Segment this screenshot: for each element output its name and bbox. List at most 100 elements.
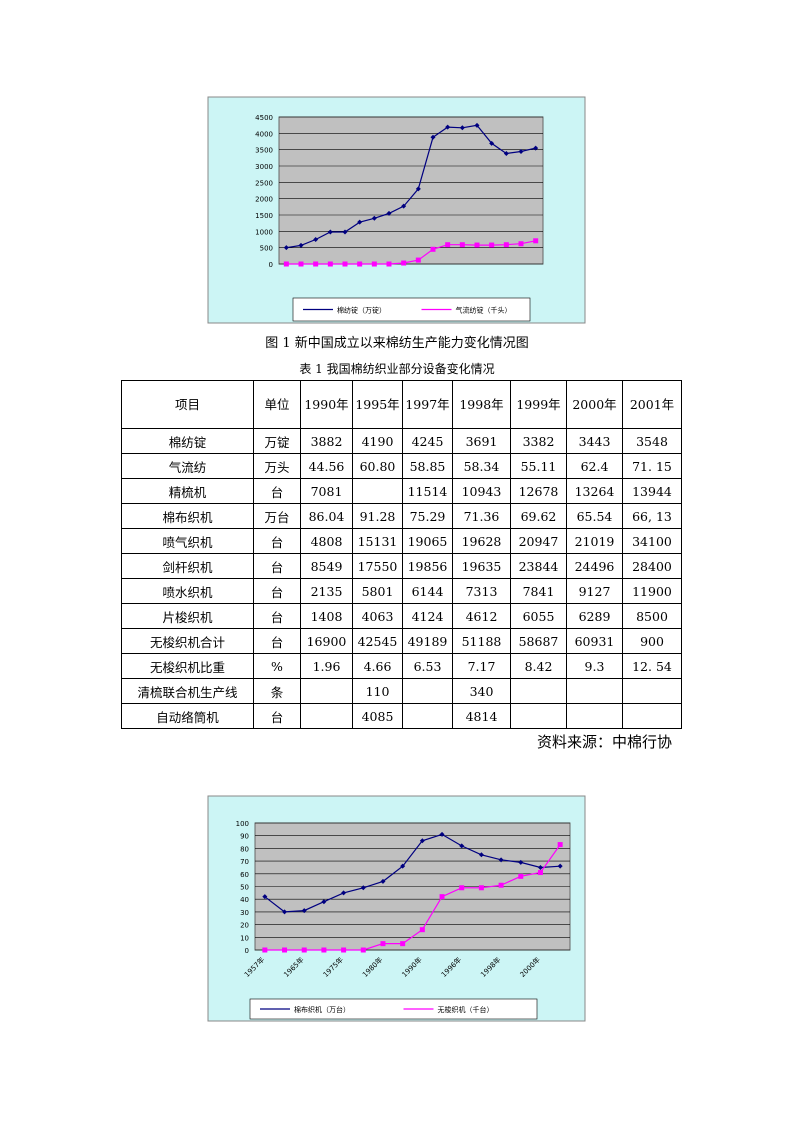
table-cell: 6055 (510, 603, 567, 629)
table-cell: 4.66 (352, 653, 403, 679)
point (342, 229, 348, 235)
table-cell: 自动络筒机 (121, 703, 254, 729)
point (474, 122, 480, 128)
table-row: 喷水织机台 2135 5801 6144 7313 7841 9127 11900 (121, 578, 682, 604)
point (518, 873, 524, 879)
point (400, 863, 406, 869)
table-cell: 台 (253, 603, 301, 629)
point (518, 149, 524, 155)
table-cell: 7313 (452, 578, 511, 604)
table-cell: 4245 (402, 428, 453, 454)
table-cell: 3882 (300, 428, 353, 454)
table-cell: 4612 (452, 603, 511, 629)
point (262, 947, 268, 953)
point (489, 140, 495, 146)
point (533, 238, 539, 244)
legend-label: 无梭织机（千台） (438, 1005, 494, 1014)
point (371, 261, 377, 267)
point (459, 242, 465, 248)
table-cell: 万锭 (253, 428, 301, 454)
table-row: 片梭织机台 1408 4063 4124 4612 6055 6289 8500 (121, 603, 682, 629)
table-cell: 台 (253, 628, 301, 654)
point (313, 261, 319, 267)
y-tick-label: 3000 (255, 163, 273, 171)
point (503, 242, 509, 248)
point (357, 219, 363, 225)
point (498, 882, 504, 888)
table-row: 自动络筒机台 4085 4814 (121, 703, 682, 729)
point (301, 947, 307, 953)
table-cell: 棉纺锭 (121, 428, 254, 454)
table-row: 项目 单位 1990年 1995年 1997年 1998年 1999年 2000年 2001年 (121, 380, 682, 429)
table-cell: 19628 (452, 528, 511, 554)
table-cell: 1990年 (300, 380, 353, 429)
figure-caption: 图 1 新中国成立以来棉纺生产能力变化情况图 (265, 336, 529, 351)
point (445, 242, 451, 248)
table-cell: 34100 (622, 528, 682, 554)
point (282, 947, 288, 953)
point (401, 203, 407, 209)
table-cell: 台 (253, 478, 301, 504)
table-cell: 58.34 (452, 453, 511, 479)
table-cell: 1995年 (352, 380, 403, 429)
point (401, 260, 407, 266)
table-cell: 7841 (510, 578, 567, 604)
y-tick-label: 30 (240, 909, 249, 917)
y-tick-label: 10 (240, 934, 249, 942)
point (301, 908, 307, 914)
table-cell: 台 (253, 553, 301, 579)
table-cell: 1.96 (300, 653, 353, 679)
table-cell: 万头 (253, 453, 301, 479)
y-tick-label: 90 (240, 833, 249, 841)
table-cell: 4808 (300, 528, 353, 554)
point (533, 145, 539, 151)
table-cell: 12. 54 (622, 653, 682, 679)
legend-box (249, 998, 538, 1020)
point (489, 242, 495, 248)
legend-label: 棉布织机（万台） (294, 1005, 350, 1014)
table-cell: 66, 13 (622, 503, 682, 529)
table-cell: 19856 (402, 553, 453, 579)
point (459, 843, 465, 849)
table-cell: 23844 (510, 553, 567, 579)
point (357, 261, 363, 267)
table-cell (510, 703, 567, 729)
table-cell: 86.04 (300, 503, 353, 529)
point (498, 857, 504, 863)
table-cell: 9.3 (566, 653, 623, 679)
table-row: 清梳联合机生产线条 110 340 (121, 678, 682, 704)
table-cell: 110 (352, 678, 403, 704)
table-cell: 3691 (452, 428, 511, 454)
y-tick-label: 80 (240, 845, 249, 853)
table-cell: 13264 (566, 478, 623, 504)
y-tick-label: 4500 (255, 114, 273, 122)
table-cell: 台 (253, 528, 301, 554)
table-cell: 3548 (622, 428, 682, 454)
table-cell: 3443 (566, 428, 623, 454)
point (430, 134, 436, 140)
table-cell: 60931 (566, 628, 623, 654)
point (298, 261, 304, 267)
point (313, 237, 319, 242)
table-cell (510, 678, 567, 704)
point (298, 242, 304, 248)
table-cell: 4085 (352, 703, 403, 729)
point (400, 941, 406, 947)
point (478, 852, 484, 858)
y-tick-label: 2500 (255, 179, 273, 187)
table-cell: 17550 (352, 553, 403, 579)
point (321, 899, 327, 905)
point (386, 210, 392, 216)
table-cell: 项目 (121, 380, 254, 429)
point (341, 947, 347, 953)
table-caption: 表 1 我国棉纺织业部分设备变化情况 (299, 362, 495, 376)
table-cell (622, 678, 682, 704)
table-row: 棉纺锭 万锭 3882 4190 4245 3691 3382 3443 3548 (121, 428, 682, 454)
table-cell: 71. 15 (622, 453, 682, 479)
table-cell: 8549 (300, 553, 353, 579)
table-cell: 91.28 (352, 503, 403, 529)
point (371, 215, 377, 221)
series-line (264, 844, 561, 951)
table-cell: 3382 (510, 428, 567, 454)
table-cell: 13944 (622, 478, 682, 504)
